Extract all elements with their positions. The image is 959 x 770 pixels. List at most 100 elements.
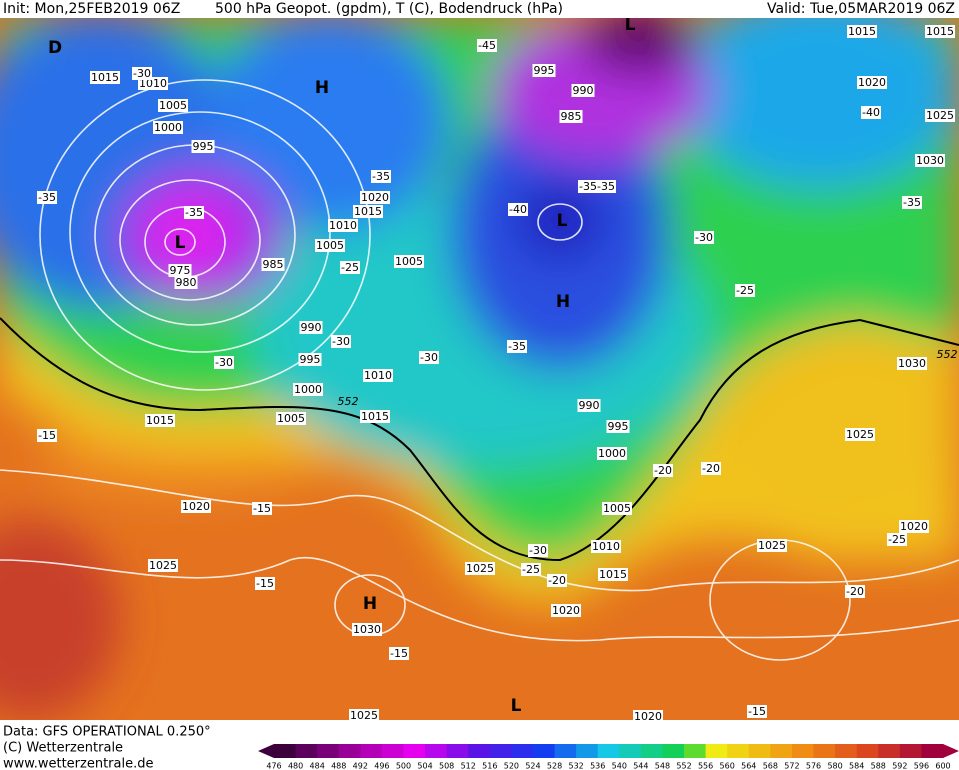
temperature-label: -25 [888, 533, 906, 546]
colorbar-tick-label: 580 [827, 762, 842, 770]
isobar-label: 1015 [354, 205, 382, 218]
isobar-label: 1025 [149, 559, 177, 572]
colorbar-bin [274, 744, 297, 758]
isobar-label: 1000 [154, 121, 182, 134]
isobar-label: 1015 [848, 25, 876, 38]
colorbar-tick-label: 544 [633, 762, 648, 770]
isobar-label: 1025 [926, 109, 954, 122]
temperature-label: -20 [548, 574, 566, 587]
temperature-label-box [389, 647, 409, 660]
isobar-label-box [757, 539, 787, 552]
isobar-label-box [857, 76, 887, 89]
temperature-label-box [887, 533, 907, 546]
temperature-label-box [132, 67, 152, 80]
temperature-label-box [735, 284, 755, 297]
isobar-label-box [394, 255, 424, 268]
isobar-label-box [158, 99, 188, 112]
temperature-label: -35 [903, 196, 921, 209]
temperature-label: -25 [522, 563, 540, 576]
temperature-label-box [37, 191, 57, 204]
colorbar-tick-label: 480 [288, 762, 303, 770]
colorbar-bin [662, 744, 685, 758]
isobar-label-box [191, 140, 215, 153]
temperature-label: -15 [390, 647, 408, 660]
temperature-label-box [252, 502, 272, 515]
isobar-label: 1005 [603, 502, 631, 515]
temperature-label-box [184, 206, 204, 219]
colorbar-tick-label: 516 [482, 762, 497, 770]
isobar-label-box [299, 321, 323, 334]
temperature-label: -35 [372, 170, 390, 183]
temperature-label: -25 [341, 261, 359, 274]
colorbar-tick-label: 552 [676, 762, 691, 770]
temperature-label: -15 [38, 429, 56, 442]
isobar-label: 1005 [395, 255, 423, 268]
isobar-label: 995 [193, 140, 214, 153]
colorbar-bin [511, 744, 534, 758]
colorbar-bin [468, 744, 491, 758]
temperature-label: -20 [702, 462, 720, 475]
temperature-label: -30 [420, 351, 438, 364]
isobar-label: 1030 [898, 357, 926, 370]
colorbar-tick-label: 496 [374, 762, 389, 770]
colorbar-bin [554, 744, 577, 758]
isobar-label: 995 [608, 420, 629, 433]
colorbar-bin [684, 744, 707, 758]
temperature-label-box [419, 351, 439, 364]
temperature-label-box [331, 335, 351, 348]
colorbar-tick-label: 484 [310, 762, 325, 770]
isobar-label-box [847, 25, 877, 38]
isobar-label-box [571, 84, 595, 97]
temperature-label-box [547, 574, 567, 587]
temperature-label-box [521, 563, 541, 576]
isobar-label-box [899, 520, 929, 533]
colorbar-bin [878, 744, 901, 758]
colorbar: 476 480 484 488 492 496 500 504 508 512 516 520 524 5… [258, 744, 959, 770]
isobar-label: 1010 [592, 540, 620, 553]
temperature-label: -35 [508, 340, 526, 353]
temperature-label: -30 [133, 67, 151, 80]
colorbar-bin [489, 744, 512, 758]
colorbar-bin [597, 744, 620, 758]
colorbar-tick-label: 572 [784, 762, 799, 770]
temperature-label-box [340, 261, 360, 274]
pressure-center: H [556, 292, 570, 312]
pressure-center: L [511, 696, 522, 716]
map-title: 500 hPa Geopot. (gpdm), T (C), Bodendruc… [215, 1, 563, 17]
isobar-label-box [360, 191, 390, 204]
isobar-label-box [181, 500, 211, 513]
isobar-label: 990 [579, 399, 600, 412]
isobar-label: 1030 [353, 623, 381, 636]
isobar-label-box [925, 109, 955, 122]
colorbar-tick-label: 508 [439, 762, 454, 770]
isobar-label: 990 [301, 321, 322, 334]
colorbar-tick-label: 556 [698, 762, 713, 770]
pressure-center: H [315, 78, 329, 98]
colorbar-bin [856, 744, 879, 758]
temperature-label: -15 [748, 705, 766, 718]
isobar-label: 1025 [758, 539, 786, 552]
isobar-label: 1000 [294, 383, 322, 396]
isobar-label-box [915, 154, 945, 167]
contour-label: 552 [338, 395, 359, 408]
temperature-label: -35 [185, 206, 203, 219]
colorbar-tick-label: 588 [871, 762, 886, 770]
isobar-label: 1015 [91, 71, 119, 84]
temperature-label: -45 [478, 39, 496, 52]
temperature-label: -30 [529, 544, 547, 557]
isobar-label-box [633, 710, 663, 720]
isobar-label: 1020 [858, 76, 886, 89]
colorbar-tick-label: 560 [720, 762, 735, 770]
temperature-label: -40 [509, 203, 527, 216]
isobar-label: 1025 [350, 709, 378, 722]
isobar-label: 995 [534, 64, 555, 77]
temperature-label-box [371, 170, 391, 183]
colorbar-tick-label: 504 [417, 762, 432, 770]
isobar-label-box [897, 357, 927, 370]
isobar-label-box [591, 540, 621, 553]
colorbar-tick-label: 476 [266, 762, 281, 770]
colorbar-tick-label: 576 [806, 762, 821, 770]
colorbar-bin [317, 744, 340, 758]
isobar-label: 985 [263, 258, 284, 271]
colorbar-bin [727, 744, 750, 758]
